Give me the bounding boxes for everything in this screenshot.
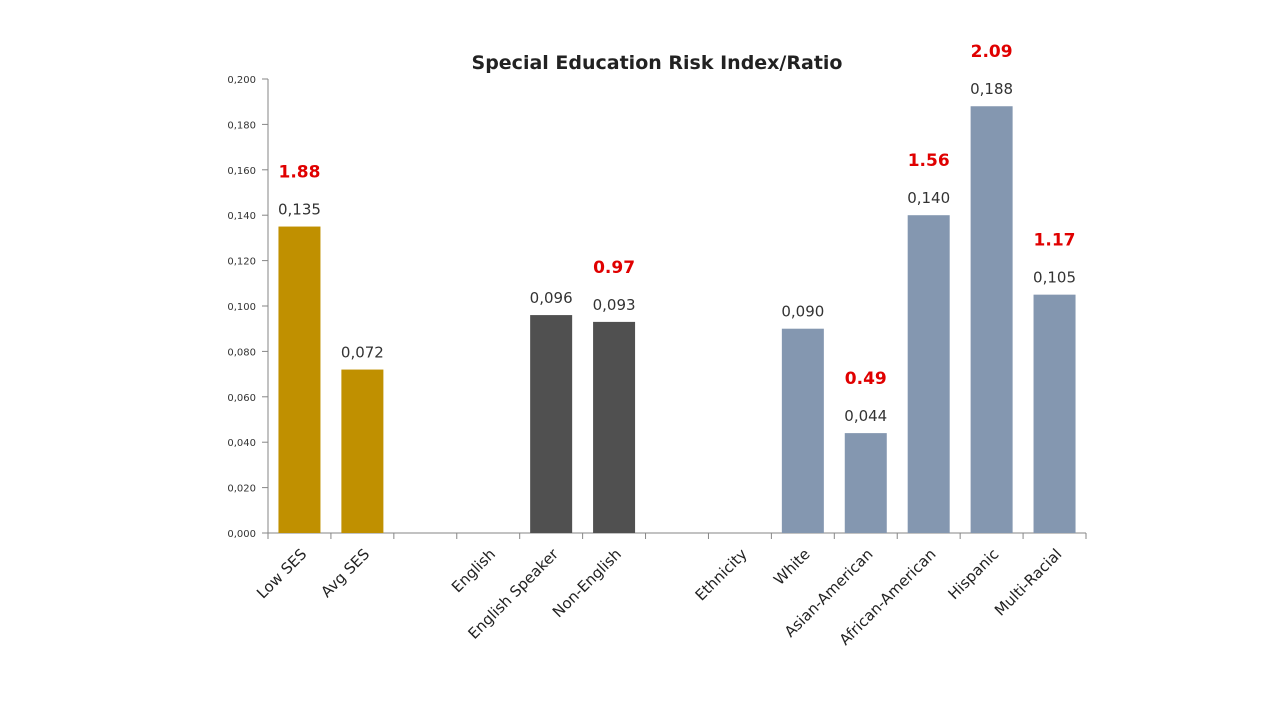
data-label: 0,140 (907, 189, 950, 207)
bar (844, 433, 887, 533)
y-tick-label: 0,040 (227, 438, 256, 449)
data-label: 0,096 (530, 289, 573, 307)
bar (970, 106, 1013, 534)
y-tick-label: 0,060 (227, 393, 256, 404)
bar (530, 315, 573, 533)
y-tick-label: 0,100 (227, 302, 256, 313)
bar (278, 226, 321, 534)
x-tick-label: Hispanic (945, 545, 1003, 603)
x-tick-label: Multi-Racial (991, 545, 1065, 619)
data-label: 0,188 (970, 80, 1013, 98)
ratio-label: 1.17 (1034, 231, 1076, 251)
y-tick-label: 0,160 (227, 166, 256, 177)
x-axis (267, 532, 1087, 539)
ratio-label: 0.49 (845, 369, 887, 389)
x-tick-label: Ethnicity (692, 545, 751, 604)
y-tick-label: 0,080 (227, 347, 256, 358)
y-axis: 0,000 0,020 0,040 0,060 0,080 0,100 0,120 0,140… (227, 75, 269, 540)
data-label: 0,105 (1033, 269, 1076, 287)
bar (1033, 294, 1076, 533)
y-tick-label: 0,200 (227, 75, 256, 86)
y-tick-label: 0,120 (227, 257, 256, 268)
bar (781, 328, 824, 533)
data-label: 0,093 (593, 296, 636, 314)
x-tick-label: Avg SES (317, 545, 373, 601)
y-tick-label: 0,180 (227, 120, 256, 131)
chart-title: Special Education Risk Index/Ratio (472, 52, 843, 74)
ratio-label: 1.56 (908, 151, 950, 171)
y-tick-label: 0,000 (227, 529, 256, 540)
ratio-labels: 1.88 0.97 0.49 1.56 2.09 1.17 (278, 42, 1075, 389)
ratio-label: 2.09 (971, 42, 1013, 62)
y-tick-label: 0,020 (227, 484, 256, 495)
data-label: 0,135 (278, 201, 321, 219)
x-tick-label: White (770, 545, 814, 589)
y-tick-label: 0,140 (227, 211, 256, 222)
data-label: 0,044 (844, 407, 887, 425)
bar (341, 369, 384, 533)
ratio-label: 0.97 (593, 258, 635, 278)
data-label: 0,072 (341, 344, 384, 362)
data-label: 0,090 (781, 303, 824, 321)
x-tick-label: English (448, 545, 499, 596)
x-tick-label: Low SES (253, 545, 310, 602)
ratio-label: 1.88 (278, 163, 320, 183)
bar (593, 321, 636, 533)
bars (278, 106, 1076, 534)
bar (907, 215, 950, 533)
value-labels: 0,135 0,072 0,096 0,093 0,090 0,044 0,140 0,188… (278, 80, 1076, 425)
